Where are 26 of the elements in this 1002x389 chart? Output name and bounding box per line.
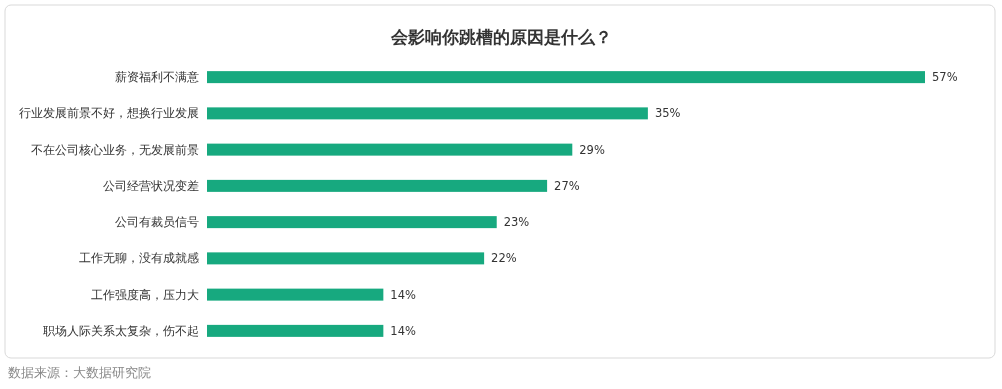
data-label: 29% [579,142,605,157]
bar [207,252,485,265]
bar [207,216,497,229]
chart-title: 会影响你跳槽的原因是什么？ [389,27,612,47]
y-tick-label: 行业发展前景不好，想换行业发展 [19,106,199,121]
data-label: 22% [491,251,517,266]
source-note: 数据来源：大数据研究院 [8,365,151,380]
data-label: 14% [390,323,416,338]
y-tick-label: 薪资福利不满意 [115,70,199,85]
data-label: 27% [554,178,580,193]
bar [207,179,548,192]
y-tick-label: 职场人际关系太复杂，伤不起 [43,323,199,338]
bar [207,107,648,120]
y-tick-label: 工作强度高，压力大 [91,287,199,302]
data-label: 57% [932,70,958,85]
data-label: 14% [390,287,416,302]
y-tick-label: 公司经营状况变差 [103,178,199,193]
data-label: 35% [654,106,681,121]
bar [207,143,573,156]
data-label: 23% [503,215,530,230]
y-tick-label: 公司有裁员信号 [115,215,199,230]
bar [207,71,925,84]
y-tick-label: 工作无聊，没有成就感 [79,251,199,266]
y-tick-label: 不在公司核心业务，无发展前景 [31,142,199,157]
bar [207,324,384,337]
bar [207,288,384,301]
